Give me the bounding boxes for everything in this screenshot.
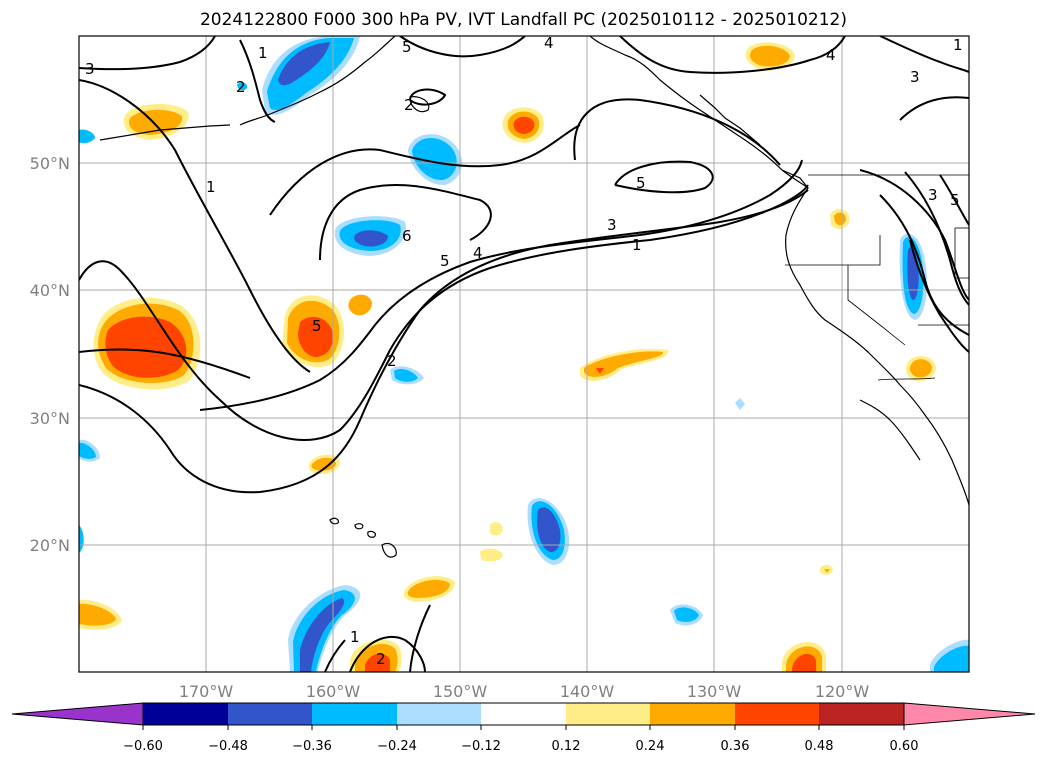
pv-shading bbox=[79, 36, 969, 672]
pv-positive-region bbox=[596, 368, 604, 374]
colorbar-segment bbox=[819, 703, 904, 725]
lon-label: 130°W bbox=[687, 682, 742, 701]
colorbar-tick-label: 0.12 bbox=[552, 739, 581, 754]
contour-label: 2 bbox=[376, 650, 386, 668]
map-title: 2024122800 F000 300 hPa PV, IVT Landfall… bbox=[199, 10, 847, 30]
pv-negative-region bbox=[79, 442, 96, 459]
colorbar-tick-label: −0.48 bbox=[208, 739, 248, 754]
colorbar-extend-min bbox=[11, 702, 144, 726]
pv-positive-region bbox=[480, 548, 503, 562]
colorbar: −0.60 −0.48 −0.36 −0.24 −0.12 0.12 0.24 … bbox=[11, 702, 1036, 754]
lon-label: 160°W bbox=[306, 682, 361, 701]
political-borders bbox=[785, 174, 969, 381]
contour-label: 5 bbox=[440, 252, 450, 270]
pv-positive-region bbox=[909, 359, 932, 378]
pv-positive-region bbox=[490, 522, 503, 536]
colorbar-tick-label: 0.60 bbox=[890, 739, 919, 754]
pv-negative-region bbox=[278, 42, 330, 86]
lon-label: 140°W bbox=[560, 682, 615, 701]
contour-label: 4 bbox=[544, 34, 554, 52]
pv-negative-region bbox=[412, 137, 457, 181]
coastlines bbox=[99, 36, 969, 558]
contour-label: 2 bbox=[404, 96, 414, 114]
colorbar-segment bbox=[228, 703, 312, 725]
pv-positive-region bbox=[298, 316, 334, 357]
contour-label: 5 bbox=[950, 191, 960, 209]
colorbar-ticks bbox=[142, 725, 905, 730]
contour-label: 1 bbox=[953, 36, 963, 54]
colorbar-segment bbox=[735, 703, 819, 725]
contour-label: 1 bbox=[632, 236, 642, 254]
lat-label: 50°N bbox=[30, 154, 70, 173]
gridlines bbox=[79, 36, 969, 672]
colorbar-segment bbox=[481, 703, 566, 725]
colorbar-tick-label: 0.36 bbox=[721, 739, 750, 754]
pv-positive-region bbox=[365, 653, 390, 672]
pv-positive-region bbox=[792, 653, 816, 672]
pv-negative-region bbox=[537, 507, 561, 553]
pv-negative-region bbox=[354, 230, 388, 247]
contour-label: 5 bbox=[402, 38, 412, 56]
contour-labels: 1 2 3 4 5 6 1 2 3 4 5 1 2 3 4 5 2 1 1 5 … bbox=[85, 34, 963, 668]
lon-label: 120°W bbox=[815, 682, 870, 701]
pv-negative-region bbox=[394, 368, 418, 382]
contour-label: 4 bbox=[826, 46, 836, 64]
pv-positive-region bbox=[311, 457, 336, 471]
pv-positive-region bbox=[750, 45, 790, 67]
pv-negative-region bbox=[237, 82, 248, 91]
contour-label: 5 bbox=[636, 174, 646, 192]
contour-label: 4 bbox=[473, 244, 483, 262]
colorbar-tick-label: 0.48 bbox=[805, 739, 834, 754]
colorbar-tick-label: −0.60 bbox=[123, 739, 163, 754]
pv-positive-region bbox=[824, 569, 830, 573]
colorbar-segment bbox=[566, 703, 650, 725]
contour-label: 1 bbox=[350, 628, 360, 646]
pv-positive-region bbox=[348, 294, 372, 316]
contour-label: 6 bbox=[402, 227, 412, 245]
lon-label: 170°W bbox=[179, 682, 234, 701]
contour-label: 1 bbox=[206, 178, 216, 196]
plot-frame bbox=[78, 35, 970, 673]
contour-label: 3 bbox=[910, 68, 920, 86]
contour-label: 5 bbox=[312, 317, 322, 335]
contour-label: 3 bbox=[85, 60, 95, 78]
pv-negative-region bbox=[735, 398, 745, 410]
lat-labels: 50°N 40°N 30°N 20°N bbox=[30, 154, 70, 555]
colorbar-segment bbox=[143, 703, 228, 725]
pv-positive-region bbox=[407, 579, 450, 598]
colorbar-tick-label: −0.24 bbox=[377, 739, 417, 754]
lon-label: 150°W bbox=[433, 682, 488, 701]
colorbar-extend-max bbox=[903, 702, 1036, 726]
lon-labels: 170°W 160°W 150°W 140°W 130°W 120°W bbox=[179, 682, 870, 701]
colorbar-tick-label: −0.12 bbox=[461, 739, 501, 754]
colorbar-segment bbox=[650, 703, 735, 725]
pv-negative-region bbox=[79, 129, 95, 144]
pv-negative-region bbox=[267, 38, 354, 111]
lat-label: 30°N bbox=[30, 409, 70, 428]
colorbar-tick-label: −0.36 bbox=[292, 739, 332, 754]
colorbar-frame bbox=[142, 702, 905, 726]
contour-label: 1 bbox=[258, 44, 268, 62]
pv-positive-region bbox=[834, 212, 846, 226]
colorbar-tick-label: 0.24 bbox=[636, 739, 665, 754]
pv-positive-region bbox=[513, 116, 535, 134]
contour-label: 3 bbox=[607, 216, 617, 234]
pv-positive-region bbox=[79, 603, 116, 626]
contour-label: 3 bbox=[928, 186, 938, 204]
pv-negative-region bbox=[934, 645, 969, 672]
pv-positive-region bbox=[584, 351, 664, 377]
pv-negative-region bbox=[674, 607, 699, 623]
contour-label: 2 bbox=[236, 78, 246, 96]
contour-label: 2 bbox=[387, 352, 397, 370]
lat-label: 40°N bbox=[30, 281, 70, 300]
colorbar-segment bbox=[397, 703, 481, 725]
lat-label: 20°N bbox=[30, 536, 70, 555]
colorbar-segment bbox=[312, 703, 397, 725]
ivt-contours bbox=[79, 36, 969, 672]
